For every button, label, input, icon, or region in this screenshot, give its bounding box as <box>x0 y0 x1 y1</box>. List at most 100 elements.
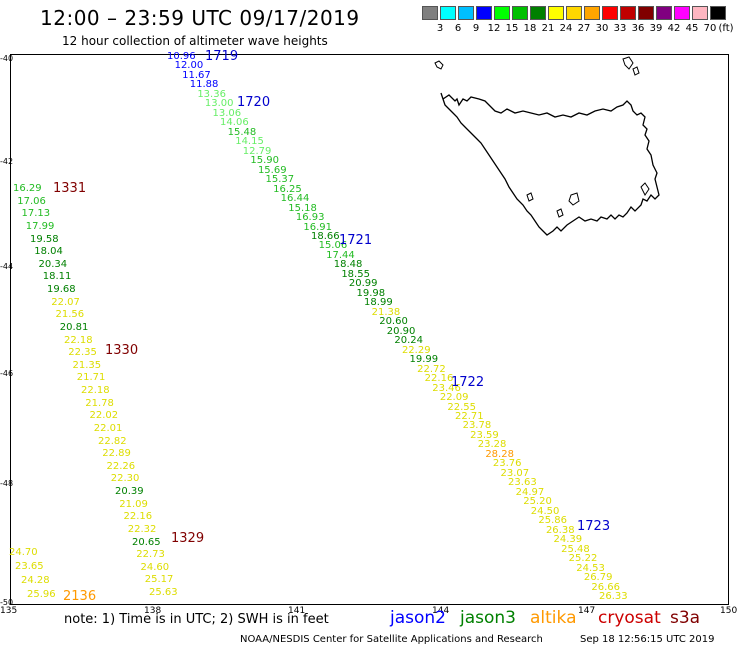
scale-swatch <box>512 6 528 20</box>
wave-height-value: 25.20 <box>523 496 552 508</box>
wave-height-value: 22.82 <box>98 435 127 447</box>
wave-height-value: 15.48 <box>227 126 257 138</box>
credit-text: NOAA/NESDIS Center for Satellite Applica… <box>240 634 543 645</box>
wave-height-value: 23.59 <box>470 429 499 441</box>
lat-label: -40 <box>0 54 14 63</box>
scale-label: 70 <box>703 23 717 34</box>
wave-height-value: 19.58 <box>30 233 59 245</box>
lon-label: 144 <box>432 606 450 616</box>
wave-height-value: 20.60 <box>379 316 408 328</box>
wave-height-value: 16.25 <box>273 183 302 195</box>
wave-height-value: 24.60 <box>140 561 170 573</box>
wave-height-value: 21.09 <box>119 498 148 510</box>
wave-height-value: 25.17 <box>144 574 174 586</box>
lon-label: 135 <box>0 606 18 616</box>
wave-height-value: 15.69 <box>257 164 287 176</box>
pass-label: 1331 <box>53 181 87 196</box>
scale-label: 39 <box>649 23 663 34</box>
wave-height-value: 22.32 <box>127 523 157 535</box>
wave-height-value: 24.28 <box>21 575 50 586</box>
wave-height-value: 24.53 <box>576 562 605 574</box>
wave-height-value: 16.93 <box>295 212 325 224</box>
pass-label: 1722 <box>451 375 485 390</box>
wave-height-value: 16.44 <box>280 193 310 205</box>
wave-height-value: 25.22 <box>568 553 598 565</box>
wave-height-value: 15.06 <box>318 240 348 252</box>
wave-height-value: 13.00 <box>204 98 234 110</box>
scale-label: 6 <box>454 23 462 34</box>
wave-height-value: 25.96 <box>27 589 56 600</box>
wave-height-value: 22.35 <box>68 347 97 359</box>
lat-label: -42 <box>0 157 14 166</box>
wave-height-value: 22.01 <box>93 422 123 434</box>
wave-height-value: 22.18 <box>81 385 110 396</box>
wave-height-value: 23.76 <box>492 458 522 470</box>
scale-label: 9 <box>472 23 480 34</box>
wave-height-value: 19.98 <box>356 287 386 299</box>
wave-height-value: 11.88 <box>189 79 219 91</box>
scale-swatch <box>476 6 492 20</box>
wave-height-value: 20.39 <box>115 486 144 497</box>
legend-altika: altika <box>530 608 577 628</box>
wave-height-value: 20.81 <box>59 321 89 333</box>
scale-swatch <box>548 6 564 20</box>
wave-height-value: 18.99 <box>364 297 393 309</box>
tasmania-coastline <box>434 56 660 236</box>
wave-height-value: 15.37 <box>265 174 295 186</box>
wave-height-value: 23.78 <box>462 420 492 432</box>
scale-label: 33 <box>613 23 627 34</box>
wave-height-value: 17.13 <box>21 208 51 220</box>
wave-height-value: 24.39 <box>553 534 583 546</box>
wave-height-value: 23.46 <box>432 382 461 394</box>
map-subtitle: 12 hour collection of altimeter wave hei… <box>62 34 328 48</box>
scale-swatch <box>530 6 546 20</box>
pass-label: 1719 <box>205 49 239 64</box>
scale-swatch <box>656 6 672 20</box>
wave-height-value: 17.06 <box>17 195 46 207</box>
wave-height-value: 22.30 <box>110 473 140 485</box>
wave-height-value: 22.18 <box>64 334 93 346</box>
pass-label: 1330 <box>105 343 139 358</box>
wave-height-value: 18.55 <box>341 268 370 280</box>
wave-height-value: 20.34 <box>38 258 68 270</box>
scale-label: 42 <box>667 23 681 34</box>
scale-swatch <box>422 6 438 20</box>
wave-height-value: 20.65 <box>132 536 161 548</box>
wave-height-value: 23.28 <box>477 439 507 451</box>
wave-height-value: 13.06 <box>212 107 242 119</box>
wave-height-value: 22.16 <box>424 373 454 385</box>
wave-height-value: 21.78 <box>85 397 114 409</box>
wave-height-value: 15.90 <box>250 155 279 167</box>
scale-swatch <box>494 6 510 20</box>
wave-height-value: 21.71 <box>76 372 106 384</box>
pass-label: 1720 <box>237 95 271 110</box>
wave-height-value: 23.63 <box>508 477 537 489</box>
wave-height-value: 17.44 <box>326 249 355 261</box>
scale-label: 36 <box>631 23 645 34</box>
lon-label: 138 <box>144 606 162 616</box>
scale-label: 21 <box>541 23 555 34</box>
scale-label: 24 <box>559 23 573 34</box>
wave-height-value: 25.48 <box>561 543 590 555</box>
wave-height-value: 24.50 <box>530 505 560 517</box>
wave-height-value: 25.86 <box>538 515 567 527</box>
scale-label: 15 <box>505 23 519 34</box>
wave-height-value: 22.29 <box>401 344 431 356</box>
wave-height-value: 20.99 <box>348 278 378 290</box>
wave-height-value: 26.38 <box>545 524 575 536</box>
pass-label: 2136 <box>63 589 97 604</box>
wave-height-value: 22.26 <box>106 460 136 472</box>
scale-swatch <box>674 6 690 20</box>
wave-height-value: 22.73 <box>136 549 165 561</box>
scale-label: 45 <box>685 23 699 34</box>
wave-height-value: 22.07 <box>51 296 80 308</box>
scale-label: 18 <box>523 23 537 34</box>
wave-height-value: 21.38 <box>371 306 401 318</box>
wave-height-value: 13.36 <box>197 88 226 100</box>
wave-height-value: 10.96 <box>167 51 196 62</box>
wave-height-value: 11.67 <box>182 69 211 81</box>
legend-s3a: s3a <box>670 608 701 628</box>
lon-label: 147 <box>578 606 596 616</box>
legend-cryosat: cryosat <box>598 608 661 628</box>
wave-height-value: 16.29 <box>13 183 42 194</box>
